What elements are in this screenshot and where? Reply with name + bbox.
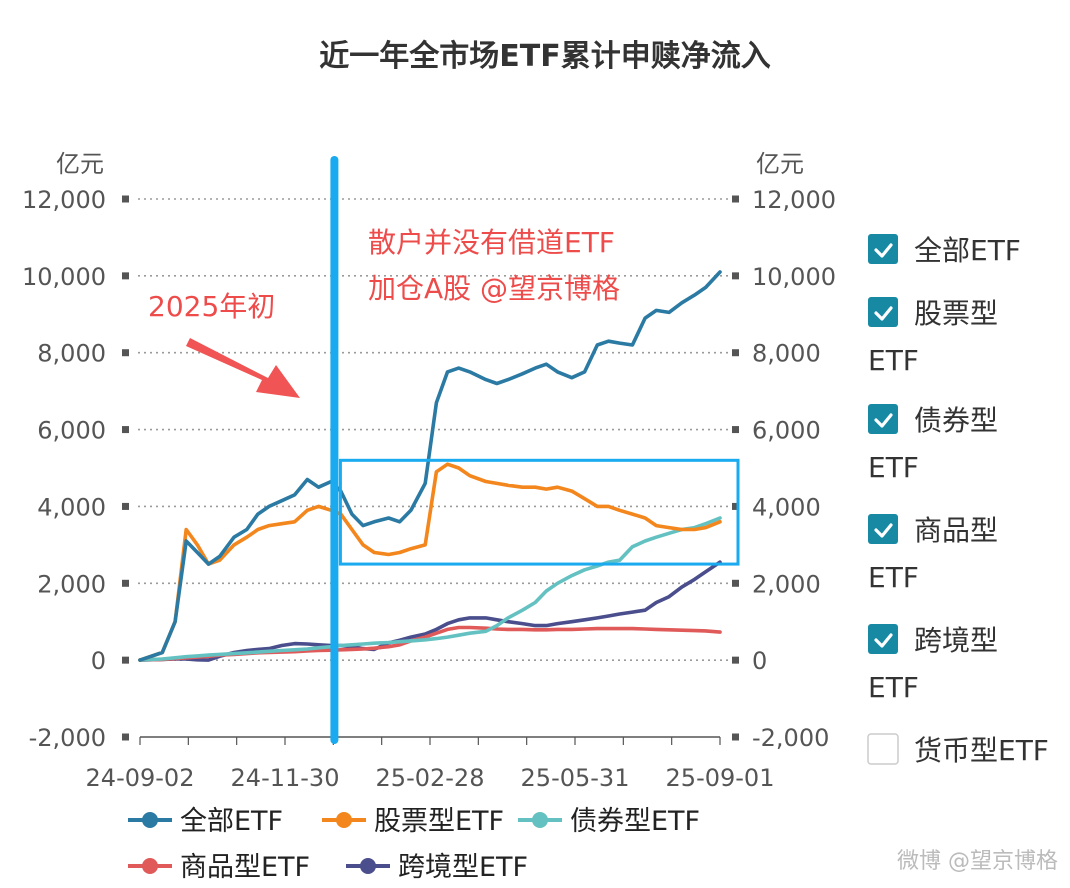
legend-label: 商品型ETF <box>180 852 310 883</box>
left-tick-label: 4,000 <box>37 493 106 521</box>
legend-label: 股票型ETF <box>374 806 504 837</box>
checkbox-checked-icon <box>868 297 898 327</box>
chart-title: 近一年全市场ETF累计申赎净流入 <box>319 39 770 74</box>
legend-marker-icon <box>142 858 158 874</box>
left-tick-mark <box>122 195 129 203</box>
series-legend[interactable]: 全部ETF 股票型ETF 债券型ETF 商品型ETF 跨境型ETF <box>128 806 700 883</box>
left-tick-label: 8,000 <box>37 340 106 368</box>
legend-marker-icon <box>532 812 548 828</box>
check-mark-icon <box>874 523 893 538</box>
left-tick-mark <box>122 579 129 587</box>
checkbox-unchecked-icon <box>867 733 899 765</box>
right-tick-mark <box>732 349 739 357</box>
legend-item[interactable]: 跨境型ETF <box>346 852 528 883</box>
checkbox-item[interactable]: 债券型 ETF <box>868 404 998 484</box>
right-tick-label: 0 <box>752 647 767 675</box>
legend-label: 债券型ETF <box>570 806 700 837</box>
left-tick-label: -2,000 <box>29 724 106 752</box>
legend-marker-icon <box>142 812 158 828</box>
left-tick-label: 0 <box>91 647 106 675</box>
checkbox-item[interactable]: 股票型 ETF <box>868 297 998 377</box>
x-tick-label: 24-11-30 <box>231 764 340 792</box>
axes: -2,000 -2,000 0 0 2,000 2,000 4,000 4,000 6,000 6… <box>22 186 836 792</box>
x-tick-label: 25-05-31 <box>521 764 630 792</box>
checkbox-item[interactable]: 跨境型 ETF <box>868 624 998 704</box>
left-axis-unit: 亿元 <box>56 150 104 178</box>
checkbox-item[interactable]: 商品型 ETF <box>868 514 998 594</box>
legend-label: 跨境型ETF <box>398 852 528 883</box>
left-tick-mark <box>122 426 129 434</box>
checkbox-checked-icon <box>868 624 898 654</box>
right-tick-mark <box>732 579 739 587</box>
right-tick-label: -2,000 <box>752 724 829 752</box>
checkbox-label: 跨境型 ETF <box>868 624 998 704</box>
right-tick-mark <box>732 733 739 741</box>
left-tick-label: 12,000 <box>22 186 106 214</box>
left-tick-mark <box>122 733 129 741</box>
right-tick-mark <box>732 272 739 280</box>
right-tick-mark <box>732 195 739 203</box>
series-lines <box>138 270 722 662</box>
comment-line-1: 散户并没有借道ETF <box>368 226 615 259</box>
series-line <box>138 516 722 662</box>
x-tick-label: 24-09-02 <box>86 764 195 792</box>
checkbox-item[interactable]: 全部ETF <box>868 234 1021 267</box>
left-tick-mark <box>122 349 129 357</box>
comment-line-2: 加仓A股 @望京博格 <box>368 272 620 305</box>
right-tick-label: 6,000 <box>752 417 821 445</box>
series-line <box>138 560 722 662</box>
annotation-arrow-icon <box>186 338 300 398</box>
series-line <box>138 462 722 662</box>
checkbox-checked-icon <box>868 234 898 264</box>
right-tick-label: 8,000 <box>752 340 821 368</box>
left-tick-mark <box>122 502 129 510</box>
right-axis-unit: 亿元 <box>756 150 804 178</box>
legend-item[interactable]: 股票型ETF <box>322 806 504 837</box>
checkbox-item[interactable]: 货币型ETF <box>867 733 1049 767</box>
check-mark-icon <box>874 633 893 648</box>
x-tick-label: 25-09-01 <box>666 764 775 792</box>
highlight-box <box>338 458 740 566</box>
legend-marker-icon <box>336 812 352 828</box>
legend-label: 全部ETF <box>180 806 283 837</box>
checkbox-checked-icon <box>868 404 898 434</box>
right-tick-label: 4,000 <box>752 493 821 521</box>
right-tick-mark <box>732 502 739 510</box>
legend-marker-icon <box>360 858 376 874</box>
checkbox-label: 全部ETF <box>914 234 1021 267</box>
right-tick-mark <box>732 426 739 434</box>
left-tick-label: 6,000 <box>37 417 106 445</box>
check-mark-icon <box>874 413 893 428</box>
checkbox-label: 货币型ETF <box>914 734 1049 767</box>
right-tick-label: 2,000 <box>752 570 821 598</box>
left-tick-label: 10,000 <box>22 263 106 291</box>
annotations: 2025年初 散户并没有借道ETF 加仓A股 @望京博格 <box>148 156 740 744</box>
left-tick-mark <box>122 656 129 664</box>
watermark: 微博 @望京博格 <box>897 849 1058 874</box>
left-tick-mark <box>122 272 129 280</box>
check-mark-icon <box>874 306 893 321</box>
series-line <box>138 270 722 662</box>
checkbox-label: 股票型 ETF <box>868 297 998 377</box>
right-tick-label: 12,000 <box>752 186 836 214</box>
checkbox-checked-icon <box>868 514 898 544</box>
legend-item[interactable]: 全部ETF <box>128 806 283 837</box>
x-tick-label: 25-02-28 <box>376 764 485 792</box>
right-tick-mark <box>732 656 739 664</box>
checkbox-label: 债券型 ETF <box>868 404 998 484</box>
legend-item[interactable]: 债券型ETF <box>518 806 700 837</box>
left-tick-label: 2,000 <box>37 570 106 598</box>
year-start-annotation: 2025年初 <box>148 290 275 323</box>
legend-item[interactable]: 商品型ETF <box>128 852 310 883</box>
check-mark-icon <box>874 243 893 258</box>
checkbox-label: 商品型 ETF <box>868 514 998 594</box>
right-tick-label: 10,000 <box>752 263 836 291</box>
checkbox-legend[interactable]: 全部ETF 股票型 ETF 债券型 ETF 商品型 ETF 跨境型 ETF 货币型ETF <box>867 234 1049 767</box>
